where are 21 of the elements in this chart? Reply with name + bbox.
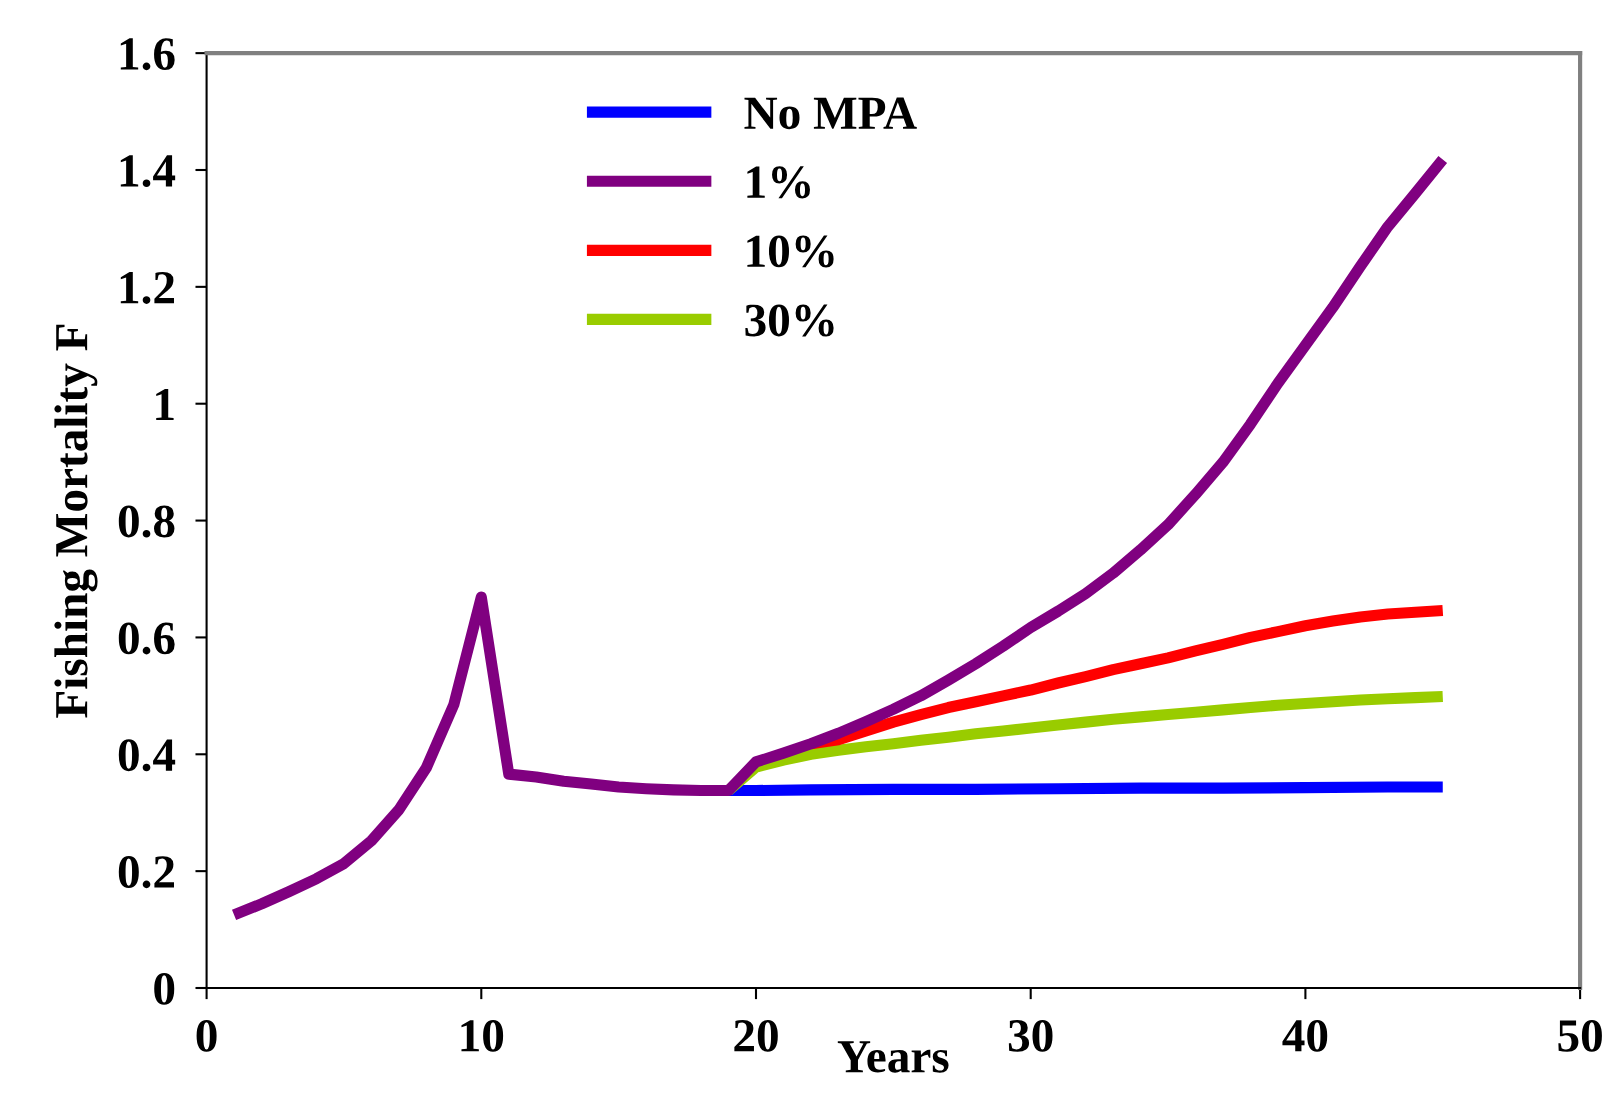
y-axis-title: Fishing Mortality F	[54, 324, 98, 718]
x-tick-label: 10	[461, 1019, 504, 1052]
x-tick-label: 20	[734, 1019, 778, 1052]
y-tick-label: 0.6	[118, 622, 175, 655]
y-tick-label: 0.4	[118, 739, 176, 772]
x-axis-title: Years	[837, 1041, 949, 1073]
y-tick-label: 1.6	[120, 38, 175, 71]
x-tick-label: 50	[1558, 1019, 1602, 1052]
y-tick-label: 1	[156, 388, 174, 421]
y-tick-label: 1.4	[120, 155, 176, 188]
y-tick-label: 0.2	[118, 856, 175, 889]
legend-label: 30%	[745, 304, 834, 337]
x-tick-label: 0	[196, 1019, 217, 1052]
x-tick-label: 40	[1282, 1019, 1328, 1052]
legend-label: 10%	[747, 235, 834, 268]
y-tick-label: 1.2	[120, 271, 175, 304]
x-tick-label: 30	[1008, 1019, 1053, 1052]
legend-label: No MPA	[744, 97, 917, 130]
y-tick-label: 0	[154, 972, 175, 1005]
legend-label: 1%	[747, 166, 810, 199]
y-tick-label: 0.8	[118, 505, 175, 538]
